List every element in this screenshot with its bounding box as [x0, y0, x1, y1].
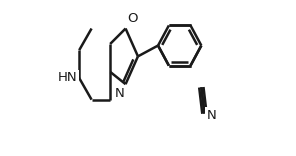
Text: N: N: [206, 109, 216, 122]
Text: O: O: [128, 12, 138, 25]
Text: N: N: [115, 87, 125, 100]
Text: HN: HN: [58, 71, 78, 85]
